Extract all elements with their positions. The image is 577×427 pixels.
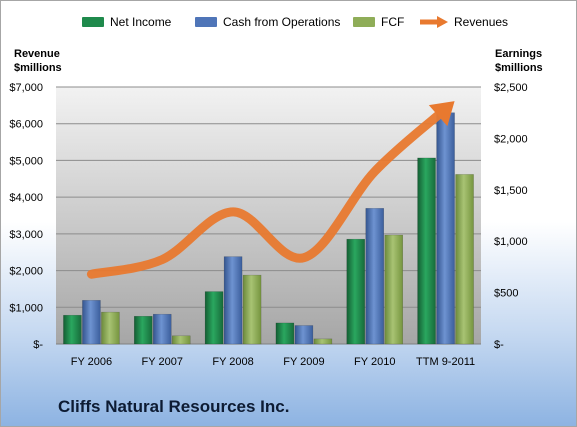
bar-fcf <box>101 311 120 345</box>
bar-fcf <box>242 274 262 345</box>
category-label: FY 2007 <box>142 356 183 368</box>
legend-item-net-income: Net Income <box>82 15 171 29</box>
revenue-arrow-head <box>428 101 455 127</box>
bars <box>63 112 474 345</box>
legend-swatch-net-income <box>82 17 104 27</box>
bar-cash-from-operations <box>153 313 172 345</box>
right-tick-label: $2,500 <box>494 82 528 94</box>
category-label: TTM 9-2011 <box>416 356 475 368</box>
left-axis-title-line1: Revenue <box>14 48 60 60</box>
right-tick-label: $1,500 <box>494 185 528 197</box>
legend: Net Income Cash from Operations FCF Reve… <box>1 15 576 35</box>
category-labels: FY 2006 FY 2007 FY 2008 FY 2009 FY 2010 TTM 9… <box>71 356 475 368</box>
bar-fcf <box>313 338 333 345</box>
bar-fcf <box>455 174 474 345</box>
bar-net-income <box>346 238 365 345</box>
legend-label-cash-from-operations: Cash from Operations <box>223 15 341 29</box>
right-tick-label: $- <box>494 339 504 351</box>
revenue-line-path <box>86 104 451 279</box>
left-tick-label: $4,000 <box>9 192 43 204</box>
legend-item-revenues: Revenues <box>419 15 508 29</box>
left-axis-title-line2: $millions <box>14 62 62 74</box>
plot-area <box>56 87 481 344</box>
bar-net-income <box>275 322 295 345</box>
left-axis-ticks: $- $1,000 $2,000 $3,000 $4,000 $5,000 $6,000 $7… <box>9 82 43 351</box>
right-axis-title-line1: Earnings <box>495 48 543 60</box>
category-label: FY 2009 <box>283 356 324 368</box>
left-tick-label: $7,000 <box>9 82 43 94</box>
left-tick-label: $6,000 <box>9 119 43 131</box>
category-label: FY 2006 <box>71 356 112 368</box>
right-axis-title-line2: $millions <box>495 62 543 74</box>
bar-cash-from-operations <box>365 208 384 345</box>
right-tick-label: $500 <box>494 288 518 300</box>
bar-cash-from-operations <box>294 325 314 345</box>
company-name: Cliffs Natural Resources Inc. <box>58 397 290 416</box>
legend-item-cash-from-operations: Cash from Operations <box>195 15 340 29</box>
bar-cash-from-operations <box>82 300 101 345</box>
legend-arrow-icon <box>420 16 448 28</box>
bar-fcf <box>172 335 191 345</box>
category-label: FY 2008 <box>212 356 253 368</box>
left-axis-title: Revenue $millions <box>14 47 62 75</box>
bar-net-income <box>63 314 82 345</box>
bar-cash-from-operations <box>436 112 455 345</box>
bar-net-income <box>204 291 224 345</box>
right-axis-ticks: $- $500 $1,000 $1,500 $2,000 $2,500 <box>494 82 528 351</box>
revenue-line <box>86 101 455 279</box>
left-tick-label: $5,000 <box>9 155 43 167</box>
legend-label-net-income: Net Income <box>110 15 172 29</box>
gridlines <box>56 86 481 345</box>
legend-swatch-cash-from-operations <box>195 17 217 27</box>
left-tick-label: $3,000 <box>9 229 43 241</box>
bar-net-income <box>417 157 436 345</box>
legend-label-fcf: FCF <box>381 15 405 29</box>
legend-label-revenues: Revenues <box>454 15 509 29</box>
legend-item-fcf: FCF <box>353 15 404 29</box>
right-tick-label: $2,000 <box>494 133 528 145</box>
right-tick-label: $1,000 <box>494 236 528 248</box>
right-axis-title: Earnings $millions <box>495 47 543 75</box>
bar-fcf <box>384 234 403 345</box>
left-tick-label: $2,000 <box>9 266 43 278</box>
bar-cash-from-operations <box>223 256 243 345</box>
left-tick-label: $- <box>33 339 43 351</box>
legend-swatch-fcf <box>353 17 375 27</box>
left-tick-label: $1,000 <box>9 302 43 314</box>
bar-net-income <box>134 315 153 345</box>
category-label: FY 2010 <box>354 356 395 368</box>
